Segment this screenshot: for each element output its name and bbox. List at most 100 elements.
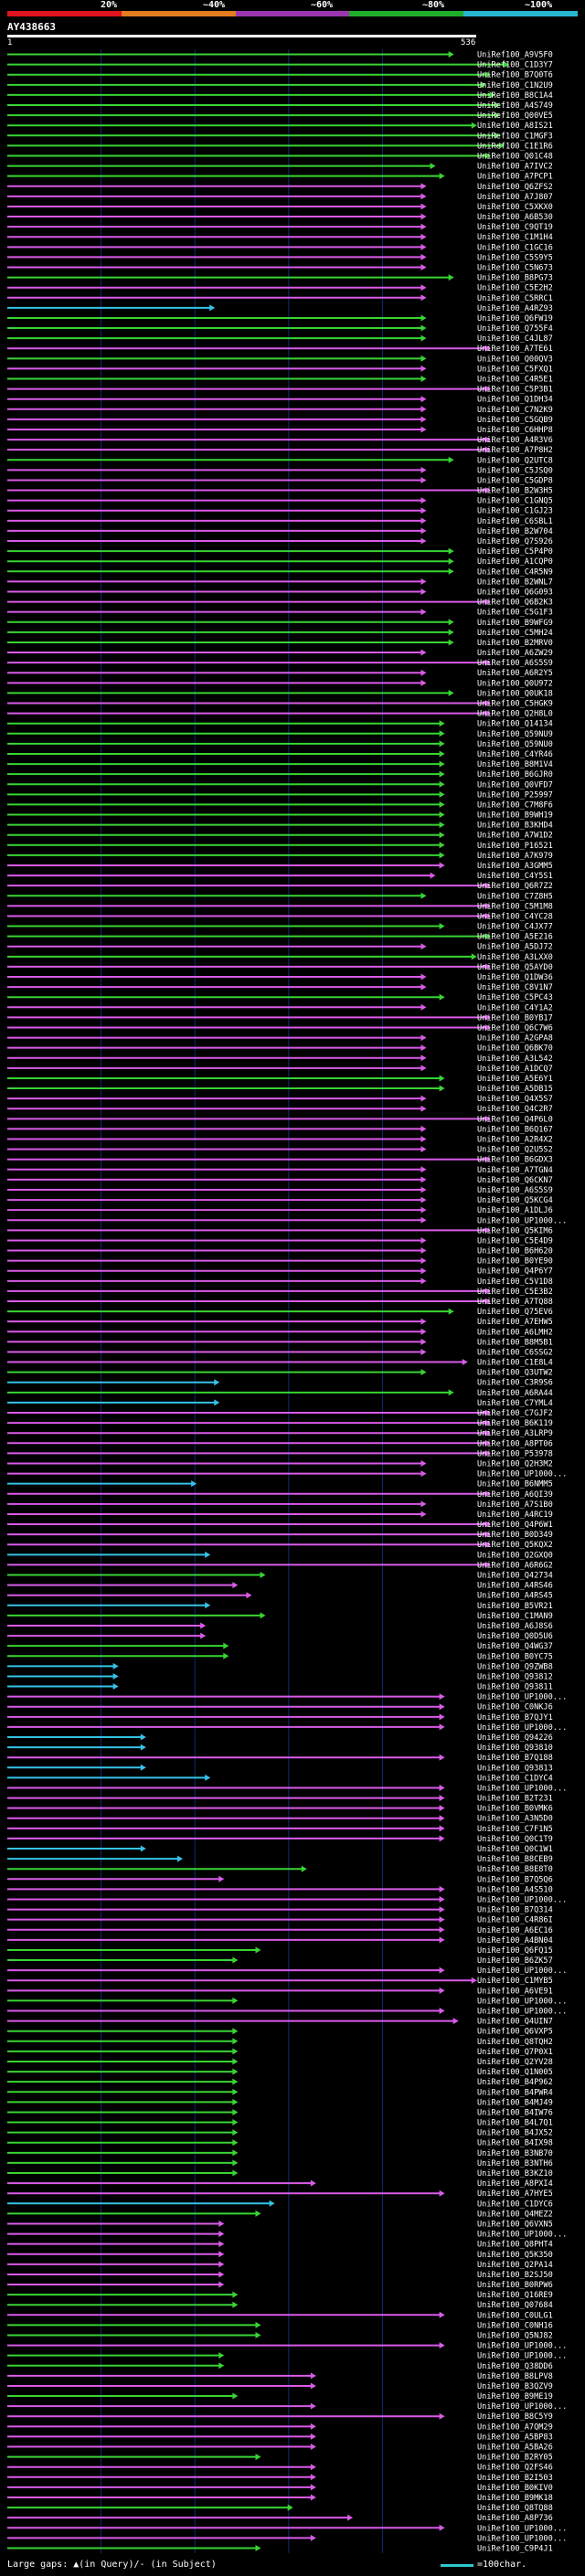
hit-label[interactable]: UniRef100_B6K119 — [477, 1419, 553, 1428]
hit-label[interactable]: UniRef100_B6GJR0 — [477, 770, 553, 779]
hit-label[interactable]: UniRef100_Q01C48 — [477, 152, 553, 161]
hit-label[interactable]: UniRef100_C5E2H2 — [477, 284, 553, 293]
hit-label[interactable]: UniRef100_B3QZV9 — [477, 2382, 553, 2391]
hit-label[interactable]: UniRef100_UP1000... — [477, 1997, 567, 2006]
hit-label[interactable]: UniRef100_C3R9S6 — [477, 1379, 553, 1388]
hit-label[interactable]: UniRef100_P16521 — [477, 842, 553, 851]
hit-label[interactable]: UniRef100_A2R4X2 — [477, 1136, 553, 1145]
hit-label[interactable]: UniRef100_A7TE61 — [477, 345, 553, 354]
hit-label[interactable]: UniRef100_Q6VXP5 — [477, 2028, 553, 2037]
hit-label[interactable]: UniRef100_B6ZK57 — [477, 1956, 553, 1966]
hit-label[interactable]: UniRef100_B9MK18 — [477, 2494, 553, 2503]
hit-label[interactable]: UniRef100_Q4C2R7 — [477, 1105, 553, 1114]
hit-label[interactable]: UniRef100_C5MH24 — [477, 629, 553, 638]
hit-label[interactable]: UniRef100_C1E8L4 — [477, 1359, 553, 1368]
hit-label[interactable]: UniRef100_A4S510 — [477, 1885, 553, 1894]
hit-label[interactable]: UniRef100_C5PC43 — [477, 993, 553, 1002]
hit-label[interactable]: UniRef100_B2I503 — [477, 2474, 553, 2483]
hit-label[interactable]: UniRef100_A3LRP9 — [477, 1429, 553, 1438]
hit-label[interactable]: UniRef100_Q4P6Y7 — [477, 1267, 553, 1277]
hit-label[interactable]: UniRef100_B3NTH6 — [477, 2159, 553, 2168]
hit-label[interactable]: UniRef100_C4YR46 — [477, 750, 553, 759]
hit-label[interactable]: UniRef100_Q0C1W1 — [477, 1845, 553, 1854]
hit-label[interactable]: UniRef100_C5M1M8 — [477, 902, 553, 911]
hit-label[interactable]: UniRef100_Q93811 — [477, 1683, 553, 1692]
hit-label[interactable]: UniRef100_Q93812 — [477, 1672, 553, 1681]
hit-label[interactable]: UniRef100_P53978 — [477, 1449, 553, 1458]
hit-label[interactable]: UniRef100_Q1DH34 — [477, 396, 553, 405]
hit-label[interactable]: UniRef100_A7EHW5 — [477, 1318, 553, 1327]
hit-label[interactable]: UniRef100_B0KIV0 — [477, 2484, 553, 2493]
hit-label[interactable]: UniRef100_A4RS46 — [477, 1582, 553, 1591]
hit-label[interactable]: UniRef100_C5N673 — [477, 264, 553, 273]
hit-label[interactable]: UniRef100_B7Q314 — [477, 1906, 553, 1915]
hit-label[interactable]: UniRef100_Q2GXQ0 — [477, 1551, 553, 1560]
hit-label[interactable]: UniRef100_B6NMM5 — [477, 1480, 553, 1489]
hit-label[interactable]: UniRef100_C0NH16 — [477, 2321, 553, 2330]
hit-label[interactable]: UniRef100_Q2U5S2 — [477, 1146, 553, 1155]
hit-label[interactable]: UniRef100_A8PXI4 — [477, 2179, 553, 2189]
hit-label[interactable]: UniRef100_Q6G093 — [477, 588, 553, 597]
hit-label[interactable]: UniRef100_A1DCQ7 — [477, 1065, 553, 1074]
hit-label[interactable]: UniRef100_UP1000... — [477, 2008, 567, 2017]
hit-label[interactable]: UniRef100_Q59NU9 — [477, 730, 553, 739]
hit-label[interactable]: UniRef100_Q5NJ82 — [477, 2331, 553, 2340]
hit-label[interactable]: UniRef100_Q5AYD0 — [477, 963, 553, 972]
hit-label[interactable]: UniRef100_B2MRV0 — [477, 639, 553, 648]
hit-label[interactable]: UniRef100_C8V1N7 — [477, 983, 553, 992]
hit-label[interactable]: UniRef100_Q00QV3 — [477, 355, 553, 364]
hit-label[interactable]: UniRef100_Q1N005 — [477, 2068, 553, 2077]
hit-label[interactable]: UniRef100_Q07684 — [477, 2301, 553, 2310]
hit-label[interactable]: UniRef100_C1MAN9 — [477, 1612, 553, 1621]
hit-label[interactable]: UniRef100_A6VE91 — [477, 1987, 553, 1996]
hit-label[interactable]: UniRef100_B8PG73 — [477, 274, 553, 283]
hit-label[interactable]: UniRef100_Q1DW36 — [477, 973, 553, 982]
hit-label[interactable]: UniRef100_C9QT19 — [477, 223, 553, 232]
hit-label[interactable]: UniRef100_A6S5S9 — [477, 659, 553, 668]
hit-label[interactable]: UniRef100_C1GC16 — [477, 243, 553, 252]
hit-label[interactable]: UniRef100_Q8TQH2 — [477, 2038, 553, 2047]
hit-label[interactable]: UniRef100_Q4P6L0 — [477, 1115, 553, 1124]
hit-label[interactable]: UniRef100_C5E3B2 — [477, 1288, 553, 1297]
hit-label[interactable]: UniRef100_A6J8S6 — [477, 1622, 553, 1631]
hit-label[interactable]: UniRef100_C5RRC1 — [477, 294, 553, 303]
hit-label[interactable]: UniRef100_C4R5N9 — [477, 567, 553, 577]
hit-label[interactable]: UniRef100_C4YC28 — [477, 912, 553, 921]
hit-label[interactable]: UniRef100_C1DYC4 — [477, 1774, 553, 1783]
hit-label[interactable]: UniRef100_Q94226 — [477, 1733, 553, 1743]
hit-label[interactable]: UniRef100_Q0VFD7 — [477, 780, 553, 790]
hit-label[interactable]: UniRef100_Q6VXN5 — [477, 2220, 553, 2229]
hit-label[interactable]: UniRef100_Q2FS46 — [477, 2464, 553, 2473]
hit-label[interactable]: UniRef100_C1N2U9 — [477, 81, 553, 90]
hit-label[interactable]: UniRef100_Q75EV6 — [477, 1308, 553, 1317]
hit-label[interactable]: UniRef100_Q6C7W6 — [477, 1023, 553, 1033]
hit-label[interactable]: UniRef100_C1D3Y7 — [477, 61, 553, 70]
hit-label[interactable]: UniRef100_B0YB17 — [477, 1013, 553, 1023]
hit-label[interactable]: UniRef100_Q0UK18 — [477, 689, 553, 698]
hit-label[interactable]: UniRef100_A1CQP0 — [477, 557, 553, 567]
hit-label[interactable]: UniRef100_Q4P6W1 — [477, 1521, 553, 1530]
hit-label[interactable]: UniRef100_B5VR21 — [477, 1602, 553, 1611]
hit-label[interactable]: UniRef100_B6GDX3 — [477, 1156, 553, 1165]
hit-label[interactable]: UniRef100_Q6CKN7 — [477, 1176, 553, 1185]
hit-label[interactable]: UniRef100_A8PT06 — [477, 1439, 553, 1448]
hit-label[interactable]: UniRef100_Q4MEZ2 — [477, 2210, 553, 2219]
hit-label[interactable]: UniRef100_B9ME19 — [477, 2392, 553, 2401]
hit-label[interactable]: UniRef100_A6LMH2 — [477, 1328, 553, 1337]
hit-label[interactable]: UniRef100_Q6FW19 — [477, 314, 553, 323]
hit-label[interactable]: UniRef100_B8C1A4 — [477, 91, 553, 101]
hit-label[interactable]: UniRef100_C5G1F3 — [477, 609, 553, 618]
hit-label[interactable]: UniRef100_C4JL87 — [477, 334, 553, 344]
hit-label[interactable]: UniRef100_Q3UTW2 — [477, 1369, 553, 1378]
hit-label[interactable]: UniRef100_A7IVC2 — [477, 163, 553, 172]
hit-label[interactable]: UniRef100_Q0D5U6 — [477, 1632, 553, 1641]
hit-label[interactable]: UniRef100_C5V1D8 — [477, 1277, 553, 1287]
hit-label[interactable]: UniRef100_Q5K350 — [477, 2251, 553, 2260]
hit-label[interactable]: UniRef100_Q755F4 — [477, 324, 553, 334]
hit-label[interactable]: UniRef100_C5FXQ1 — [477, 365, 553, 374]
hit-label[interactable]: UniRef100_B0VMK6 — [477, 1805, 553, 1814]
hit-label[interactable]: UniRef100_Q14134 — [477, 720, 553, 729]
hit-label[interactable]: UniRef100_Q2PA14 — [477, 2261, 553, 2270]
hit-label[interactable]: UniRef100_C7N2K9 — [477, 406, 553, 415]
hit-label[interactable]: UniRef100_Q6R7Z2 — [477, 882, 553, 891]
